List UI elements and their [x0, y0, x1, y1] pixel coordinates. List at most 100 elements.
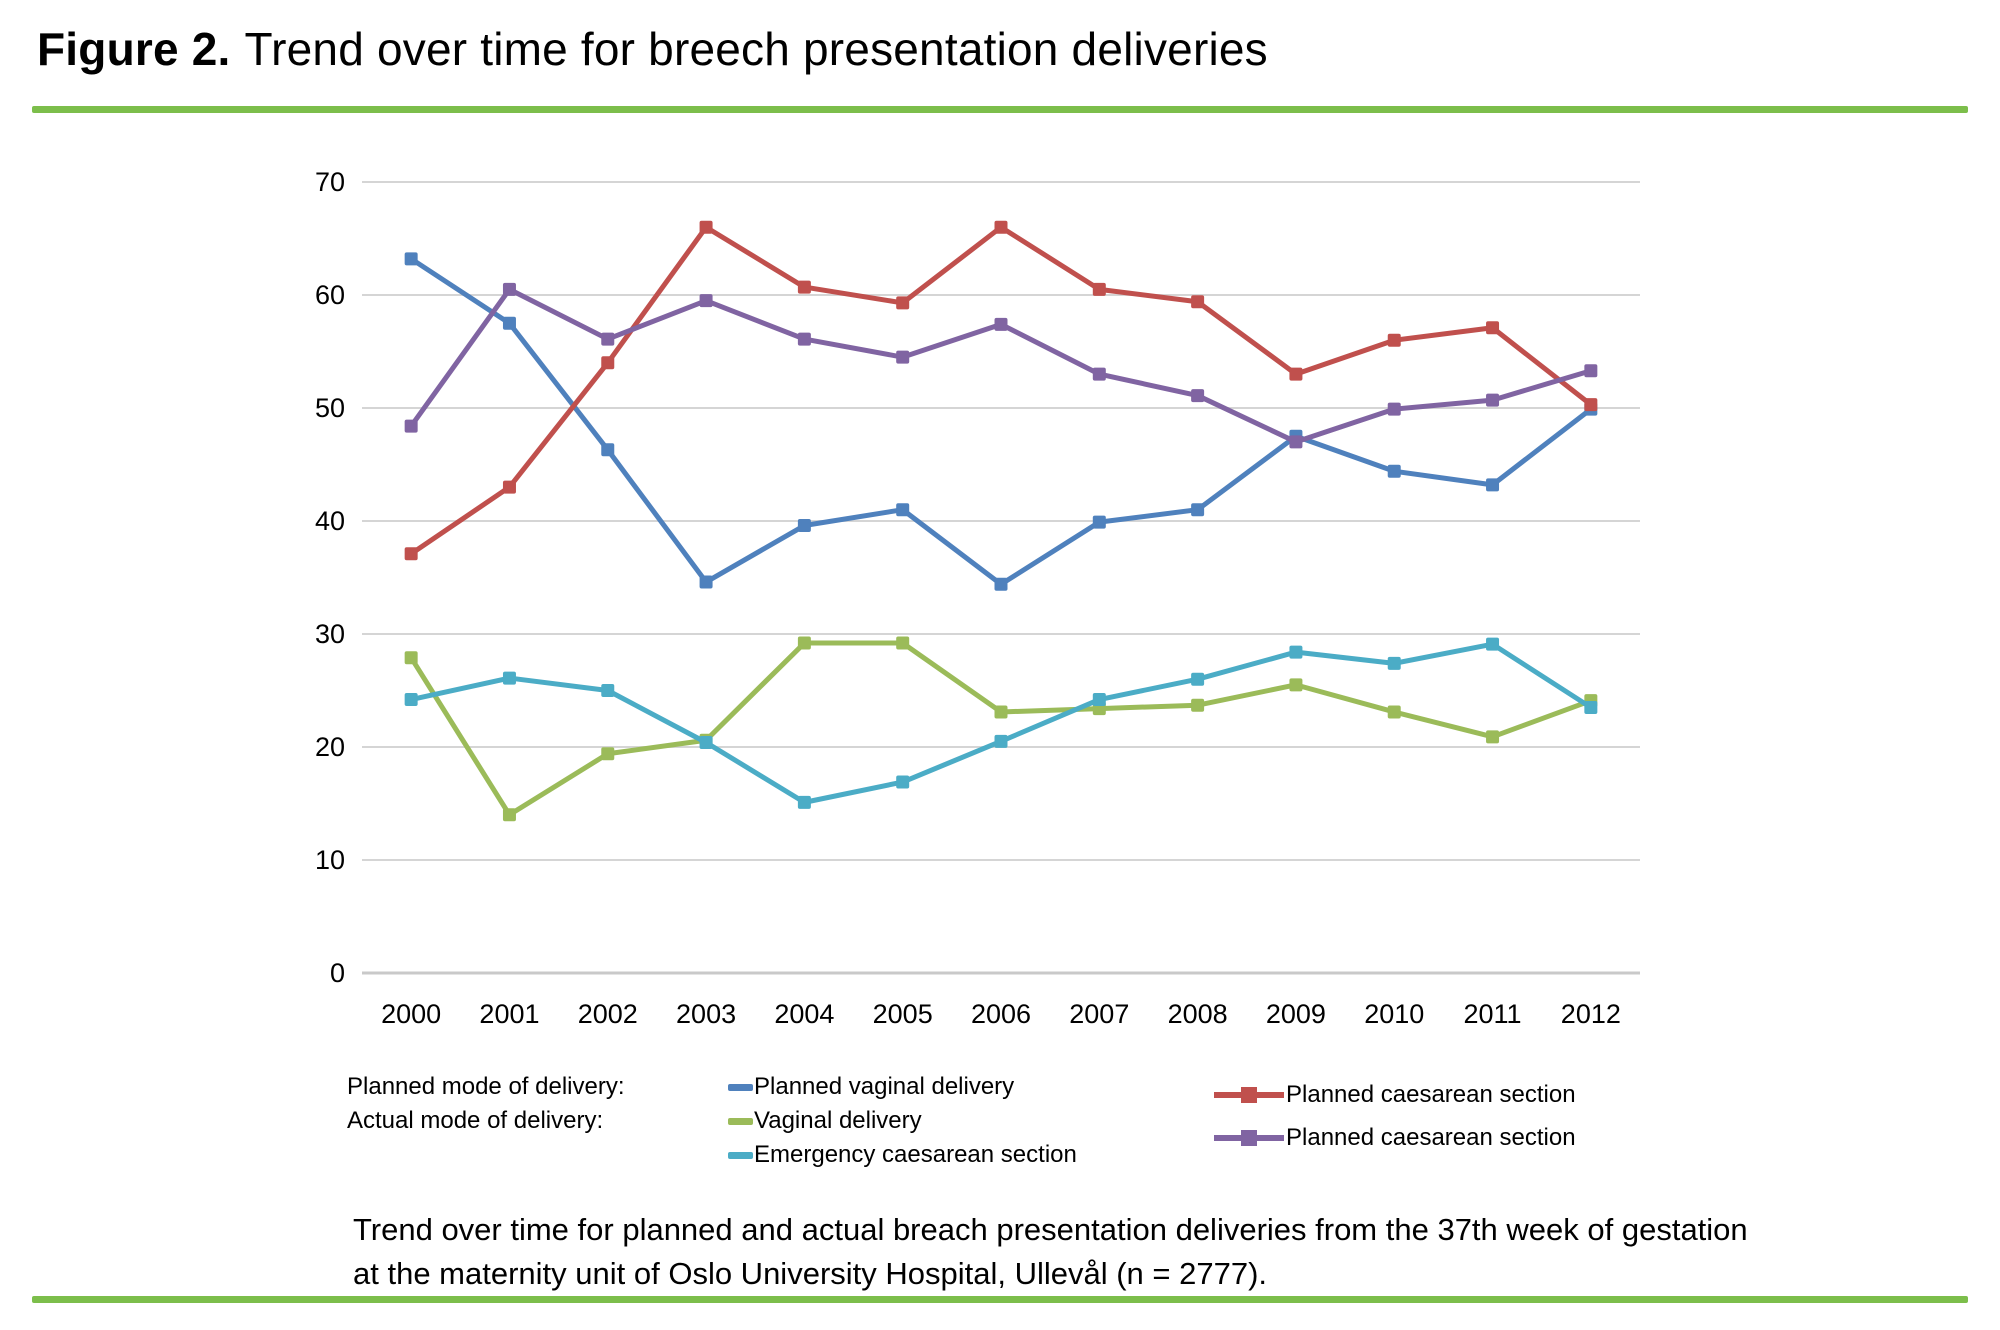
caption-line-1: Trend over time for planned and actual b…	[353, 1212, 1748, 1247]
figure-title-text: Trend over time for breech presentation …	[244, 23, 1268, 75]
data-point-marker	[1486, 393, 1500, 407]
caption-line-2: at the maternity unit of Oslo University…	[353, 1256, 1268, 1291]
data-point-marker	[1289, 678, 1303, 692]
data-point-marker	[1387, 705, 1401, 719]
data-point-marker	[699, 575, 713, 589]
data-point-marker	[502, 480, 516, 494]
legend-swatch-icon	[728, 1151, 753, 1159]
y-tick-label: 10	[315, 845, 345, 875]
data-point-marker	[404, 693, 418, 707]
legend-item: Emergency caesarean section	[728, 1138, 1077, 1172]
x-tick-label: 2011	[1464, 999, 1522, 1029]
series-line-0	[408, 256, 1594, 587]
data-point-marker	[699, 294, 713, 308]
y-tick-label: 20	[315, 732, 345, 762]
data-point-marker	[797, 519, 811, 533]
data-point-marker	[1191, 672, 1205, 686]
data-point-marker	[797, 280, 811, 294]
x-tick-label: 2005	[873, 999, 933, 1029]
data-point-marker	[699, 220, 713, 234]
data-point-marker	[896, 503, 910, 517]
legend-item-label: Emergency caesarean section	[754, 1141, 1077, 1168]
data-point-marker	[502, 316, 516, 330]
y-tick-label: 30	[315, 619, 345, 649]
data-point-marker	[797, 332, 811, 346]
data-point-marker	[896, 636, 910, 650]
legend-group-labels: Planned mode of delivery: Actual mode of …	[347, 1070, 625, 1138]
data-point-marker	[1584, 398, 1598, 412]
data-point-marker	[1289, 435, 1303, 449]
legend-item: Planned vaginal delivery	[728, 1070, 1077, 1104]
data-point-marker	[896, 775, 910, 789]
data-point-marker	[601, 747, 615, 761]
data-point-marker	[1092, 515, 1106, 529]
x-tick-label: 2002	[578, 999, 638, 1029]
data-point-marker	[1486, 637, 1500, 651]
data-point-marker	[601, 332, 615, 346]
data-point-marker	[896, 296, 910, 310]
legend-line-marker-swatch-icon	[1214, 1086, 1284, 1103]
data-point-marker	[699, 735, 713, 749]
data-point-marker	[404, 547, 418, 561]
x-tick-label: 2004	[774, 999, 834, 1029]
legend-group-label: Planned mode of delivery:	[347, 1073, 625, 1100]
x-tick-label: 2006	[971, 999, 1031, 1029]
data-point-marker	[797, 795, 811, 809]
series-line-1	[408, 224, 1594, 557]
data-point-marker	[1584, 364, 1598, 378]
data-point-marker	[1191, 503, 1205, 517]
data-point-marker	[1092, 693, 1106, 707]
data-point-marker	[1191, 389, 1205, 403]
x-tick-label: 2008	[1168, 999, 1228, 1029]
data-point-marker	[601, 684, 615, 697]
data-point-marker	[502, 671, 516, 685]
bottom-divider	[32, 1296, 1968, 1303]
series-line-3	[408, 286, 1594, 445]
data-point-marker	[994, 577, 1008, 591]
data-point-marker	[502, 808, 516, 822]
x-tick-label: 2003	[676, 999, 736, 1029]
data-point-marker	[1387, 464, 1401, 478]
legend-item-label: Planned caesarean section	[1286, 1123, 1576, 1151]
data-point-marker	[601, 356, 615, 370]
legend-group-label: Actual mode of delivery:	[347, 1107, 604, 1134]
data-point-marker	[1092, 282, 1106, 296]
data-point-marker	[1486, 730, 1500, 744]
data-point-marker	[404, 651, 418, 665]
legend-swatch-icon	[728, 1117, 753, 1125]
y-tick-label: 50	[315, 393, 345, 423]
data-point-marker	[404, 419, 418, 433]
y-tick-label: 40	[315, 506, 345, 536]
legend-marker-icon	[1241, 1129, 1257, 1146]
data-point-marker	[1387, 333, 1401, 347]
legend-swatch-icon	[728, 1083, 753, 1091]
data-point-marker	[994, 317, 1008, 331]
x-tick-label: 2007	[1069, 999, 1129, 1029]
data-point-marker	[1486, 478, 1500, 492]
data-point-marker	[994, 734, 1008, 748]
figure-label: Figure 2.	[37, 23, 231, 75]
data-point-marker	[896, 350, 910, 364]
legend-item-label: Planned caesarean section	[1286, 1080, 1576, 1108]
series-line-2	[408, 640, 1594, 818]
y-tick-label: 70	[315, 167, 345, 197]
top-divider	[32, 106, 1968, 113]
data-point-marker	[1387, 402, 1401, 416]
legend-column-right: Planned caesarean section Planned caesare…	[1214, 1073, 1576, 1159]
figure-title: Figure 2. Trend over time for breech pres…	[37, 22, 1268, 76]
legend-column-middle: Planned vaginal delivery Vaginal delivery…	[728, 1070, 1077, 1172]
legend-item: Vaginal delivery	[728, 1104, 1077, 1138]
legend-marker-icon	[1241, 1086, 1257, 1103]
legend-item-label: Planned vaginal delivery	[754, 1073, 1015, 1100]
x-tick-label: 2009	[1266, 999, 1326, 1029]
x-tick-label: 2012	[1561, 999, 1621, 1029]
data-point-marker	[1289, 367, 1303, 381]
x-tick-label: 2010	[1364, 999, 1424, 1029]
x-tick-label: 2000	[381, 999, 441, 1029]
series-line-4	[408, 641, 1594, 805]
legend-item: Planned caesarean section	[1214, 1116, 1576, 1159]
data-point-marker	[502, 282, 516, 296]
data-point-marker	[1191, 698, 1205, 712]
